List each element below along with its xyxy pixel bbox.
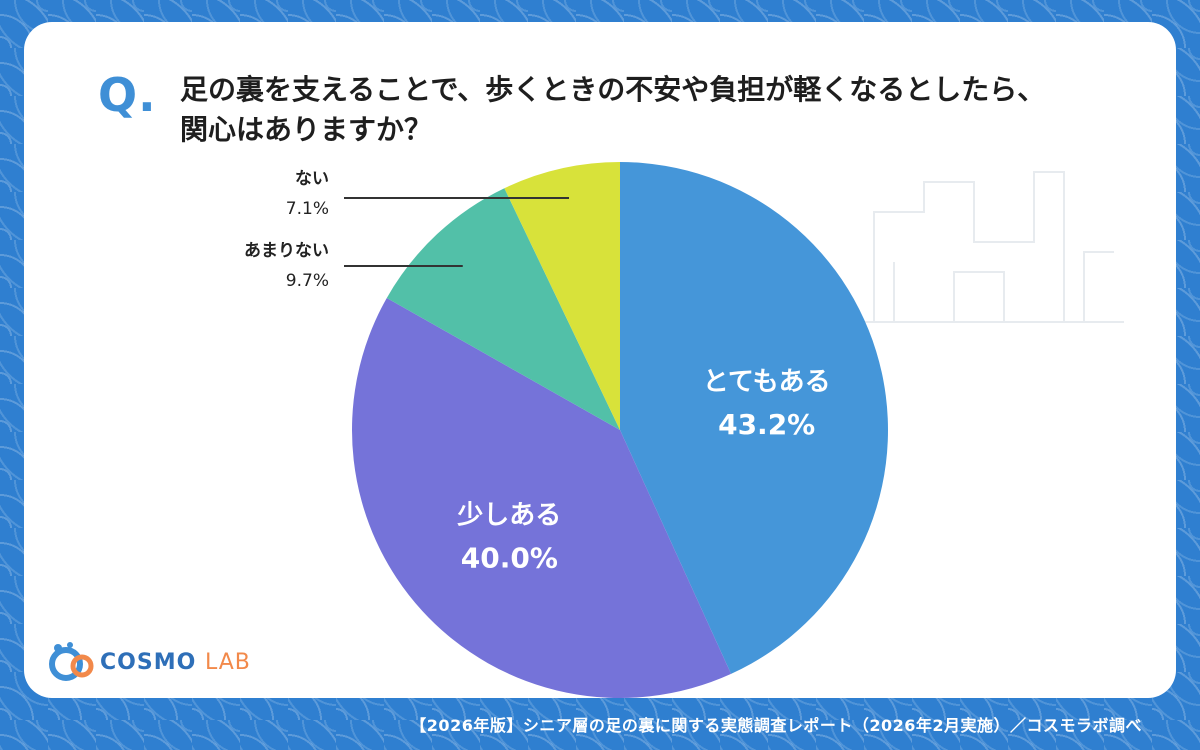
- pie-slice-0: [620, 162, 888, 674]
- question-line-1: 足の裏を支えることで、歩くときの不安や負担が軽くなるとしたら、: [180, 73, 1046, 106]
- pie-slice-1: [351, 297, 732, 698]
- slice-label-0: とてもある: [703, 367, 831, 397]
- pie-slices: [351, 162, 888, 698]
- slice-label-1: 少しある: [456, 500, 561, 530]
- brand-name: COSMO LAB: [100, 650, 251, 675]
- slice-value-1: 40.0%: [461, 541, 558, 574]
- slice-label-2: あまりない: [244, 241, 329, 261]
- slice-label-3: ない: [295, 169, 329, 189]
- source-footer: 【2026年版】シニア層の足の裏に関する実態調査レポート（2026年2月実施）／…: [410, 716, 1142, 735]
- brand-lab: LAB: [204, 650, 251, 675]
- question-title: 足の裏を支えることで、歩くときの不安や負担が軽くなるとしたら、 関心はありますか…: [180, 70, 1160, 150]
- slice-value-0: 43.2%: [718, 408, 815, 441]
- pie-chart: とてもある 43.2% 少しある 40.0% あまりない 9.7% ない 7.1%: [244, 162, 888, 698]
- decorative-sketch: [854, 171, 1124, 323]
- pie-labels: とてもある 43.2% 少しある 40.0% あまりない 9.7% ない 7.1%: [244, 169, 831, 574]
- question-mark: Q.: [98, 68, 157, 122]
- pie-slice-2: [386, 188, 620, 430]
- slice-value-2: 9.7%: [286, 271, 329, 291]
- pie-slice-3: [504, 162, 620, 430]
- chart-card: Q. 足の裏を支えることで、歩くときの不安や負担が軽くなるとしたら、 関心はあり…: [24, 22, 1176, 698]
- cosmo-lab-logo: [49, 642, 94, 681]
- question-line-2: 関心はありますか？: [180, 113, 433, 146]
- brand-cosmo: COSMO: [100, 650, 197, 675]
- slice-value-3: 7.1%: [286, 199, 329, 219]
